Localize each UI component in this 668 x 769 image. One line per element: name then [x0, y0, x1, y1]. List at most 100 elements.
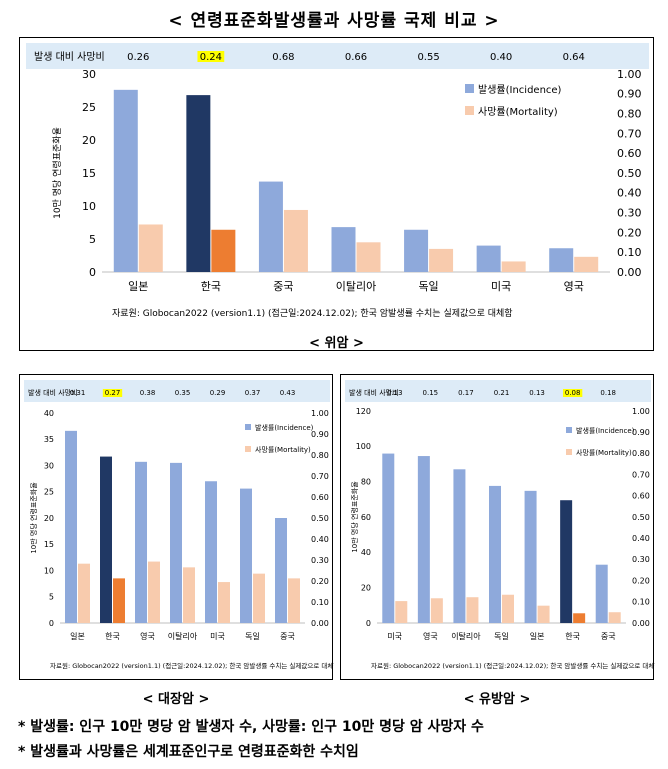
incidence-bar [275, 518, 287, 623]
legend-incidence-swatch [566, 427, 572, 433]
ratio-band [24, 380, 330, 402]
y2-tick-label: 0.10 [632, 598, 650, 607]
y2-tick-label: 0.20 [311, 577, 329, 586]
breast-cancer-chart: 발생 대비 사망비 0 20 40 60 80 100 120 0.00 0.10 0.20 0.30… [340, 374, 655, 680]
legend-mortality-swatch [245, 446, 251, 452]
ratio-value: 0.37 [245, 389, 261, 397]
mortality-bar [608, 612, 621, 623]
y2-tick-label: 0.70 [617, 127, 642, 140]
y2-tick-label: 0.00 [311, 619, 329, 628]
y-tick-label: 80 [361, 477, 371, 486]
page-title: < 연령표준화발생률과 사망률 국제 비교 > [168, 11, 500, 31]
ratio-value: 0.08 [565, 389, 581, 397]
x-category-label: 미국 [210, 632, 225, 641]
ratio-value: 0.31 [70, 389, 86, 397]
y2-tick-label: 0.70 [311, 472, 329, 481]
y-tick-label: 15 [82, 167, 96, 180]
incidence-bar [113, 89, 138, 272]
y-tick-label: 100 [356, 442, 371, 451]
mortality-bar [501, 261, 526, 272]
mortality-bar [356, 242, 381, 272]
ratio-value: 0.35 [175, 389, 191, 397]
mortality-bar [574, 256, 599, 272]
ratio-label: 발생 대비 사망비 [34, 51, 105, 63]
x-category-label: 이탈리아 [451, 631, 481, 641]
ratio-label: 발생 대비 사망비 [28, 388, 78, 397]
incidence-bar [560, 500, 573, 623]
y2-tick-label: 0.60 [617, 147, 642, 160]
ratio-value: 0.64 [563, 52, 585, 63]
y-tick-label: 40 [361, 548, 371, 557]
mortality-bar [211, 229, 236, 272]
y-tick-label: 0 [366, 619, 371, 628]
chart-caption: < 대장암 > [142, 692, 210, 707]
y-tick-label: 0 [89, 266, 96, 279]
legend-incidence-label: 발생률(Incidence) [255, 423, 314, 432]
x-category-label: 한국 [201, 280, 221, 293]
incidence-bar [258, 181, 283, 272]
mortality-bar [466, 597, 479, 623]
y2-tick-label: 0.60 [632, 492, 650, 501]
y2-tick-label: 0.40 [311, 535, 329, 544]
ratio-value: 0.38 [140, 389, 156, 397]
colorectal-cancer-chart: 발생 대비 사망비 0 5 10 15 20 25 30 35 40 0.00 0.10 0.20 0.3… [19, 374, 334, 680]
incidence-bar [186, 95, 211, 272]
source-note: 자료원: Globocan2022 (version1.1) (접근일:2024… [112, 307, 513, 319]
x-category-label: 미국 [387, 632, 402, 641]
ratio-value: 0.43 [280, 389, 296, 397]
y2-tick-label: 0.40 [617, 187, 642, 200]
ratio-value: 0.13 [529, 389, 545, 397]
incidence-bar [524, 490, 537, 623]
source-note: 자료원: Globocan2022 (version1.1) (접근일:2024… [371, 661, 655, 670]
footnote-definition: * 발생률: 인구 10만 명당 암 발생자 수, 사망률: 인구 10만 명당… [18, 719, 484, 735]
y2-tick-label: 0.90 [617, 88, 642, 101]
source-note: 자료원: Globocan2022 (version1.1) (접근일:2024… [50, 661, 334, 670]
y2-tick-label: 0.30 [632, 555, 650, 564]
mortality-bar [283, 209, 308, 272]
y-tick-label: 25 [44, 488, 54, 497]
ratio-value: 0.29 [210, 389, 226, 397]
y-tick-label: 20 [44, 514, 54, 523]
y-tick-label: 10 [82, 200, 96, 213]
ratio-value: 0.13 [387, 389, 403, 397]
legend-mortality-label: 사망률(Mortality) [478, 106, 558, 118]
y-axis-title: 10만 명당 연령표준화율 [350, 481, 359, 553]
incidence-bar [417, 456, 430, 623]
mortality-bar [502, 594, 514, 623]
x-category-label: 독일 [418, 279, 438, 293]
mortality-bar [138, 224, 163, 272]
x-category-label: 한국 [105, 632, 120, 641]
y2-tick-label: 0.70 [632, 470, 650, 479]
incidence-bar [476, 245, 501, 272]
y2-tick-label: 1.00 [632, 407, 650, 416]
x-category-label: 영국 [140, 631, 155, 641]
x-category-label: 한국 [565, 632, 580, 641]
y-tick-label: 15 [44, 540, 54, 549]
ratio-value: 0.55 [417, 52, 439, 63]
x-category-label: 일본 [70, 632, 85, 641]
y2-tick-label: 0.90 [311, 430, 329, 439]
legend-incidence-swatch [465, 84, 474, 93]
y2-tick-label: 0.50 [617, 167, 642, 180]
legend-incidence-swatch [245, 424, 251, 430]
y2-tick-label: 0.80 [617, 107, 642, 120]
ratio-value: 0.15 [423, 389, 439, 397]
x-category-label: 이탈리아 [168, 631, 198, 641]
x-category-label: 일본 [530, 632, 545, 641]
y-tick-label: 5 [49, 593, 54, 602]
mortality-bar [573, 613, 586, 623]
legend-mortality-swatch [465, 106, 474, 115]
ratio-label: 발생 대비 사망비 [349, 388, 399, 397]
y-tick-label: 40 [44, 409, 54, 418]
y2-tick-label: 0.10 [311, 598, 329, 607]
legend-mortality-label: 사망률(Mortality) [576, 448, 632, 457]
ratio-highlight [102, 389, 123, 397]
incidence-bar [170, 462, 182, 623]
x-category-label: 중국 [280, 632, 295, 641]
chart-caption: < 유방암 > [463, 692, 531, 707]
incidence-bar [404, 229, 429, 272]
incidence-bar [595, 564, 608, 623]
legend-mortality-label: 사망률(Mortality) [255, 445, 311, 454]
ratio-value: 0.68 [272, 52, 294, 63]
breast-cancer-chart-svg: 발생 대비 사망비 0 20 40 60 80 100 120 0.00 0.10 0.20 0.30… [345, 380, 655, 670]
